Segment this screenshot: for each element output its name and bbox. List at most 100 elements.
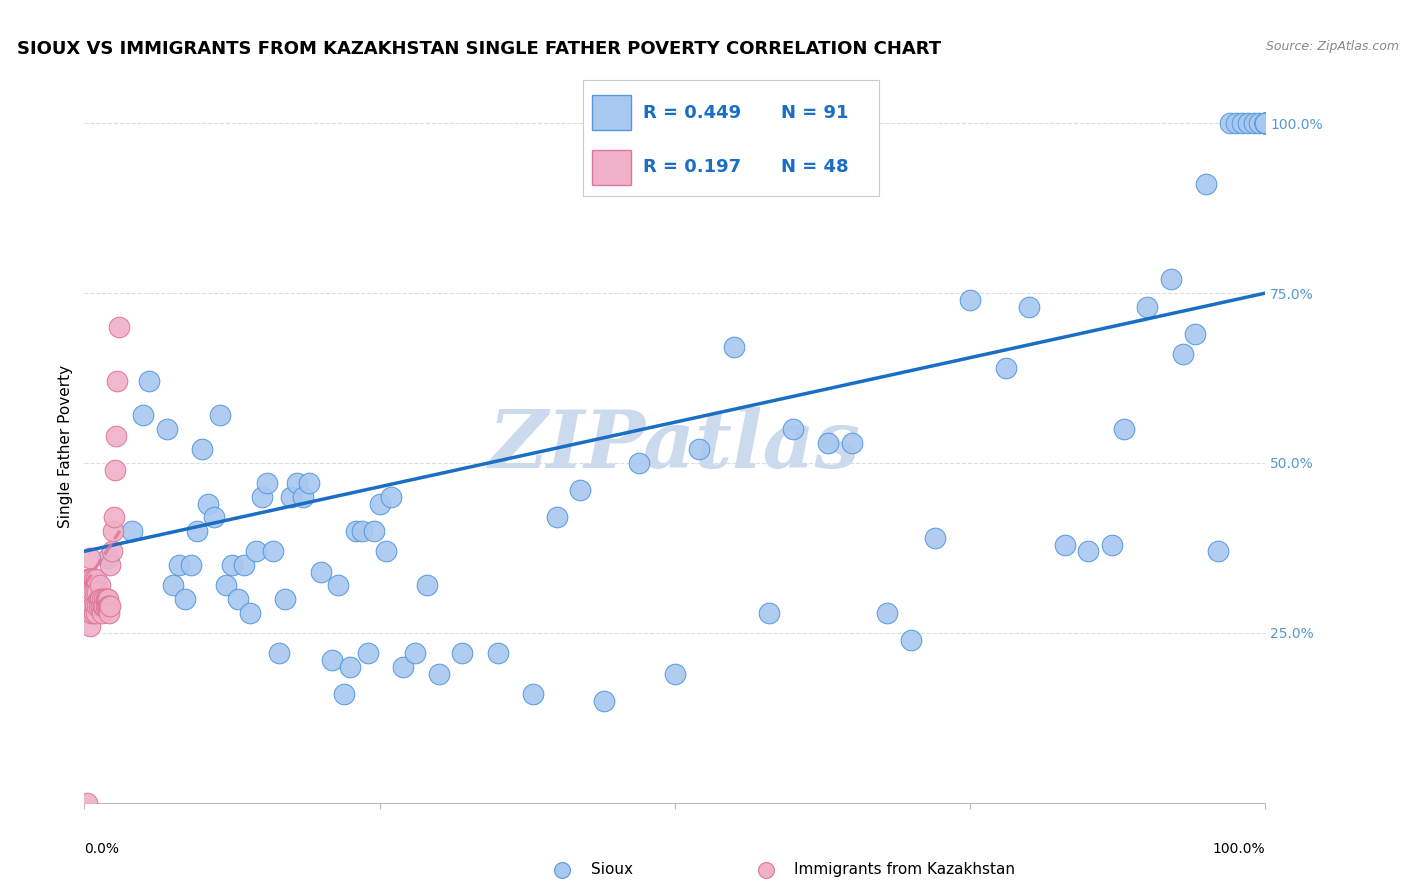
Point [285, 476, 308, 491]
Point [83, 572, 105, 586]
Point [239, 606, 262, 620]
Point [1184, 326, 1206, 341]
Text: Sioux: Sioux [591, 863, 633, 877]
Point [1171, 347, 1194, 361]
Point [132, 409, 155, 423]
Text: Immigrants from Kazakhstan: Immigrants from Kazakhstan [794, 863, 1015, 877]
Point [1219, 116, 1241, 130]
Text: R = 0.197: R = 0.197 [643, 158, 741, 177]
Point [1136, 300, 1159, 314]
Point [97, 551, 120, 566]
Point [173, 591, 195, 606]
Point [98, 599, 121, 613]
Point [93, 599, 115, 613]
Point [357, 646, 380, 660]
Point [291, 490, 314, 504]
Point [280, 490, 302, 504]
Point [1018, 300, 1040, 314]
Point [107, 320, 129, 334]
Point [339, 660, 361, 674]
Point [486, 646, 509, 660]
Point [328, 578, 350, 592]
Point [380, 490, 402, 504]
Point [374, 544, 396, 558]
Point [101, 524, 124, 538]
Point [688, 442, 710, 457]
Point [392, 660, 415, 674]
Point [427, 666, 450, 681]
Point [91, 606, 114, 620]
Point [1254, 116, 1277, 130]
Point [90, 599, 112, 613]
Point [1254, 116, 1277, 130]
Point [1249, 116, 1271, 130]
Point [363, 524, 385, 538]
Text: 100.0%: 100.0% [1213, 842, 1265, 856]
Point [86, 585, 108, 599]
Point [167, 558, 190, 572]
Point [121, 524, 143, 538]
Point [103, 510, 125, 524]
Point [186, 524, 208, 538]
Point [91, 591, 114, 606]
Point [232, 558, 254, 572]
Point [344, 524, 367, 538]
Point [97, 599, 120, 613]
Point [900, 632, 922, 647]
Point [924, 531, 946, 545]
Point [180, 558, 202, 572]
Text: N = 91: N = 91 [782, 103, 849, 121]
Point [256, 476, 278, 491]
Point [1254, 116, 1277, 130]
Point [191, 442, 214, 457]
Point [546, 510, 568, 524]
Point [551, 863, 574, 877]
Point [93, 591, 115, 606]
Point [1254, 116, 1277, 130]
Point [350, 524, 373, 538]
Point [1053, 537, 1076, 551]
Point [79, 619, 101, 633]
Point [755, 863, 778, 877]
Point [321, 653, 343, 667]
Text: SIOUX VS IMMIGRANTS FROM KAZAKHSTAN SINGLE FATHER POVERTY CORRELATION CHART: SIOUX VS IMMIGRANTS FROM KAZAKHSTAN SING… [17, 40, 941, 58]
Point [98, 558, 121, 572]
Point [451, 646, 474, 660]
Point [91, 599, 114, 613]
Point [1101, 537, 1123, 551]
Point [404, 646, 426, 660]
Point [79, 551, 101, 566]
Point [94, 591, 117, 606]
Point [333, 687, 356, 701]
Point [1160, 272, 1182, 286]
Point [107, 375, 129, 389]
Point [1236, 116, 1258, 130]
Point [77, 591, 100, 606]
Point [96, 591, 118, 606]
Point [723, 341, 745, 355]
Point [1230, 116, 1253, 130]
Point [841, 435, 863, 450]
Point [269, 646, 291, 660]
Point [274, 591, 297, 606]
Point [1112, 422, 1135, 436]
Point [215, 578, 238, 592]
Point [82, 599, 104, 613]
Point [1254, 116, 1277, 130]
Point [76, 796, 98, 810]
Point [1225, 116, 1247, 130]
Point [90, 599, 112, 613]
Point [89, 578, 111, 592]
Point [262, 544, 284, 558]
Point [226, 591, 249, 606]
Point [1206, 544, 1229, 558]
Y-axis label: Single Father Poverty: Single Father Poverty [58, 365, 73, 527]
Point [138, 375, 160, 389]
Point [77, 572, 100, 586]
Point [77, 572, 100, 586]
Point [84, 606, 107, 620]
Point [1254, 116, 1277, 130]
Point [593, 694, 616, 708]
Point [1243, 116, 1265, 130]
Point [96, 599, 118, 613]
